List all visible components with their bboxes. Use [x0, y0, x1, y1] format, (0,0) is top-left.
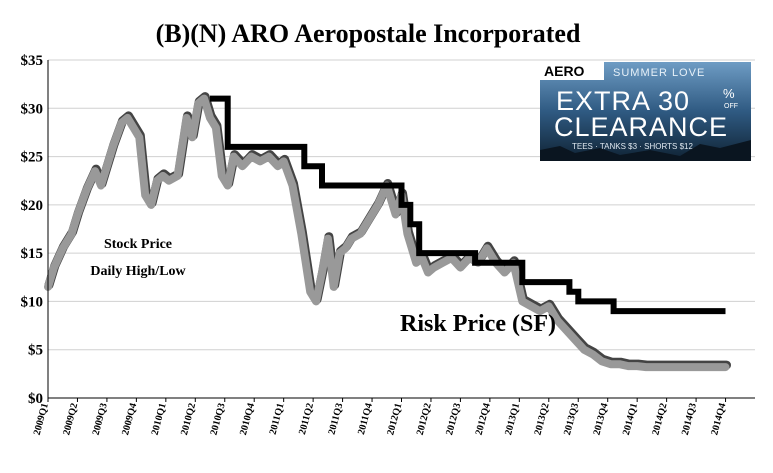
ad-percent: %	[723, 86, 735, 101]
x-tick-label: 2012Q1	[385, 402, 404, 437]
ad-headline-2: CLEARANCE	[554, 112, 728, 142]
y-axis-ticks: $0 $5 $10 $15 $20 $25 $30 $35	[21, 53, 44, 407]
x-tick-label: 2012Q3	[444, 402, 463, 437]
ad-brand-strip	[540, 62, 604, 80]
series-layer	[44, 92, 731, 372]
ad-off: OFF	[724, 103, 738, 110]
x-tick-label: 2010Q3	[209, 402, 228, 437]
ad-subline: TEES · TANKS $3 · SHORTS $12	[572, 142, 693, 151]
chart-title: (B)(N) ARO Aeropostale Incorporated	[156, 19, 581, 48]
x-tick-label: 2014Q1	[621, 402, 640, 437]
aero-ad-banner: AERO SUMMER LOVE EXTRA 30 % OFF CLEARANC…	[540, 62, 751, 161]
x-tick-label: 2011Q3	[327, 402, 346, 436]
x-tick-label: 2013Q4	[591, 402, 610, 437]
y-tick-label: $35	[21, 53, 44, 69]
x-tick-label: 2011Q1	[268, 402, 287, 436]
y-tick-label: $30	[21, 101, 44, 117]
ad-brand: AERO	[544, 63, 585, 79]
x-tick-label: 2014Q2	[650, 402, 669, 437]
x-tick-label: 2013Q2	[533, 402, 552, 437]
x-tick-label: 2011Q2	[297, 402, 316, 436]
x-tick-label: 2013Q1	[503, 402, 522, 437]
ad-rocks-silhouette	[540, 140, 751, 161]
x-tick-label: 2014Q3	[680, 402, 699, 437]
series-risk-price	[210, 95, 726, 315]
ad-tagline: SUMMER LOVE	[613, 67, 705, 79]
annotation-risk-price: Risk Price (SF)	[400, 311, 556, 337]
ad-headline-1: EXTRA 30	[556, 86, 690, 116]
x-tick-label: 2010Q4	[238, 402, 257, 437]
x-tick-label: 2014Q4	[709, 402, 728, 437]
y-tick-label: $0	[28, 391, 43, 407]
x-tick-label: 2012Q2	[415, 402, 434, 437]
gridlines	[48, 59, 755, 351]
x-tick-label: 2009Q3	[91, 402, 110, 437]
y-tick-label: $10	[21, 294, 44, 310]
x-tick-label: 2009Q4	[120, 402, 139, 437]
x-tick-label: 2010Q1	[150, 402, 169, 437]
x-tick-label: 2010Q2	[179, 402, 198, 437]
x-tick-label: 2012Q4	[474, 402, 493, 437]
annotation-daily-high-low: Daily High/Low	[90, 264, 186, 279]
y-tick-label: $15	[21, 246, 44, 262]
y-tick-label: $20	[21, 198, 44, 214]
x-tick-label: 2009Q2	[61, 402, 80, 437]
y-tick-label: $25	[21, 150, 44, 166]
x-tick-label: 2009Q1	[32, 402, 51, 437]
x-axis-ticks: 2009Q1 2009Q2 2009Q3 2009Q4 2010Q1 2010Q2 2010…	[32, 398, 728, 437]
series-stock-price	[44, 94, 730, 372]
x-tick-label: 2013Q3	[562, 402, 581, 437]
annotation-stock-price: Stock Price	[104, 237, 172, 252]
y-tick-label: $5	[28, 343, 43, 359]
x-tick-label: 2011Q4	[356, 402, 375, 436]
